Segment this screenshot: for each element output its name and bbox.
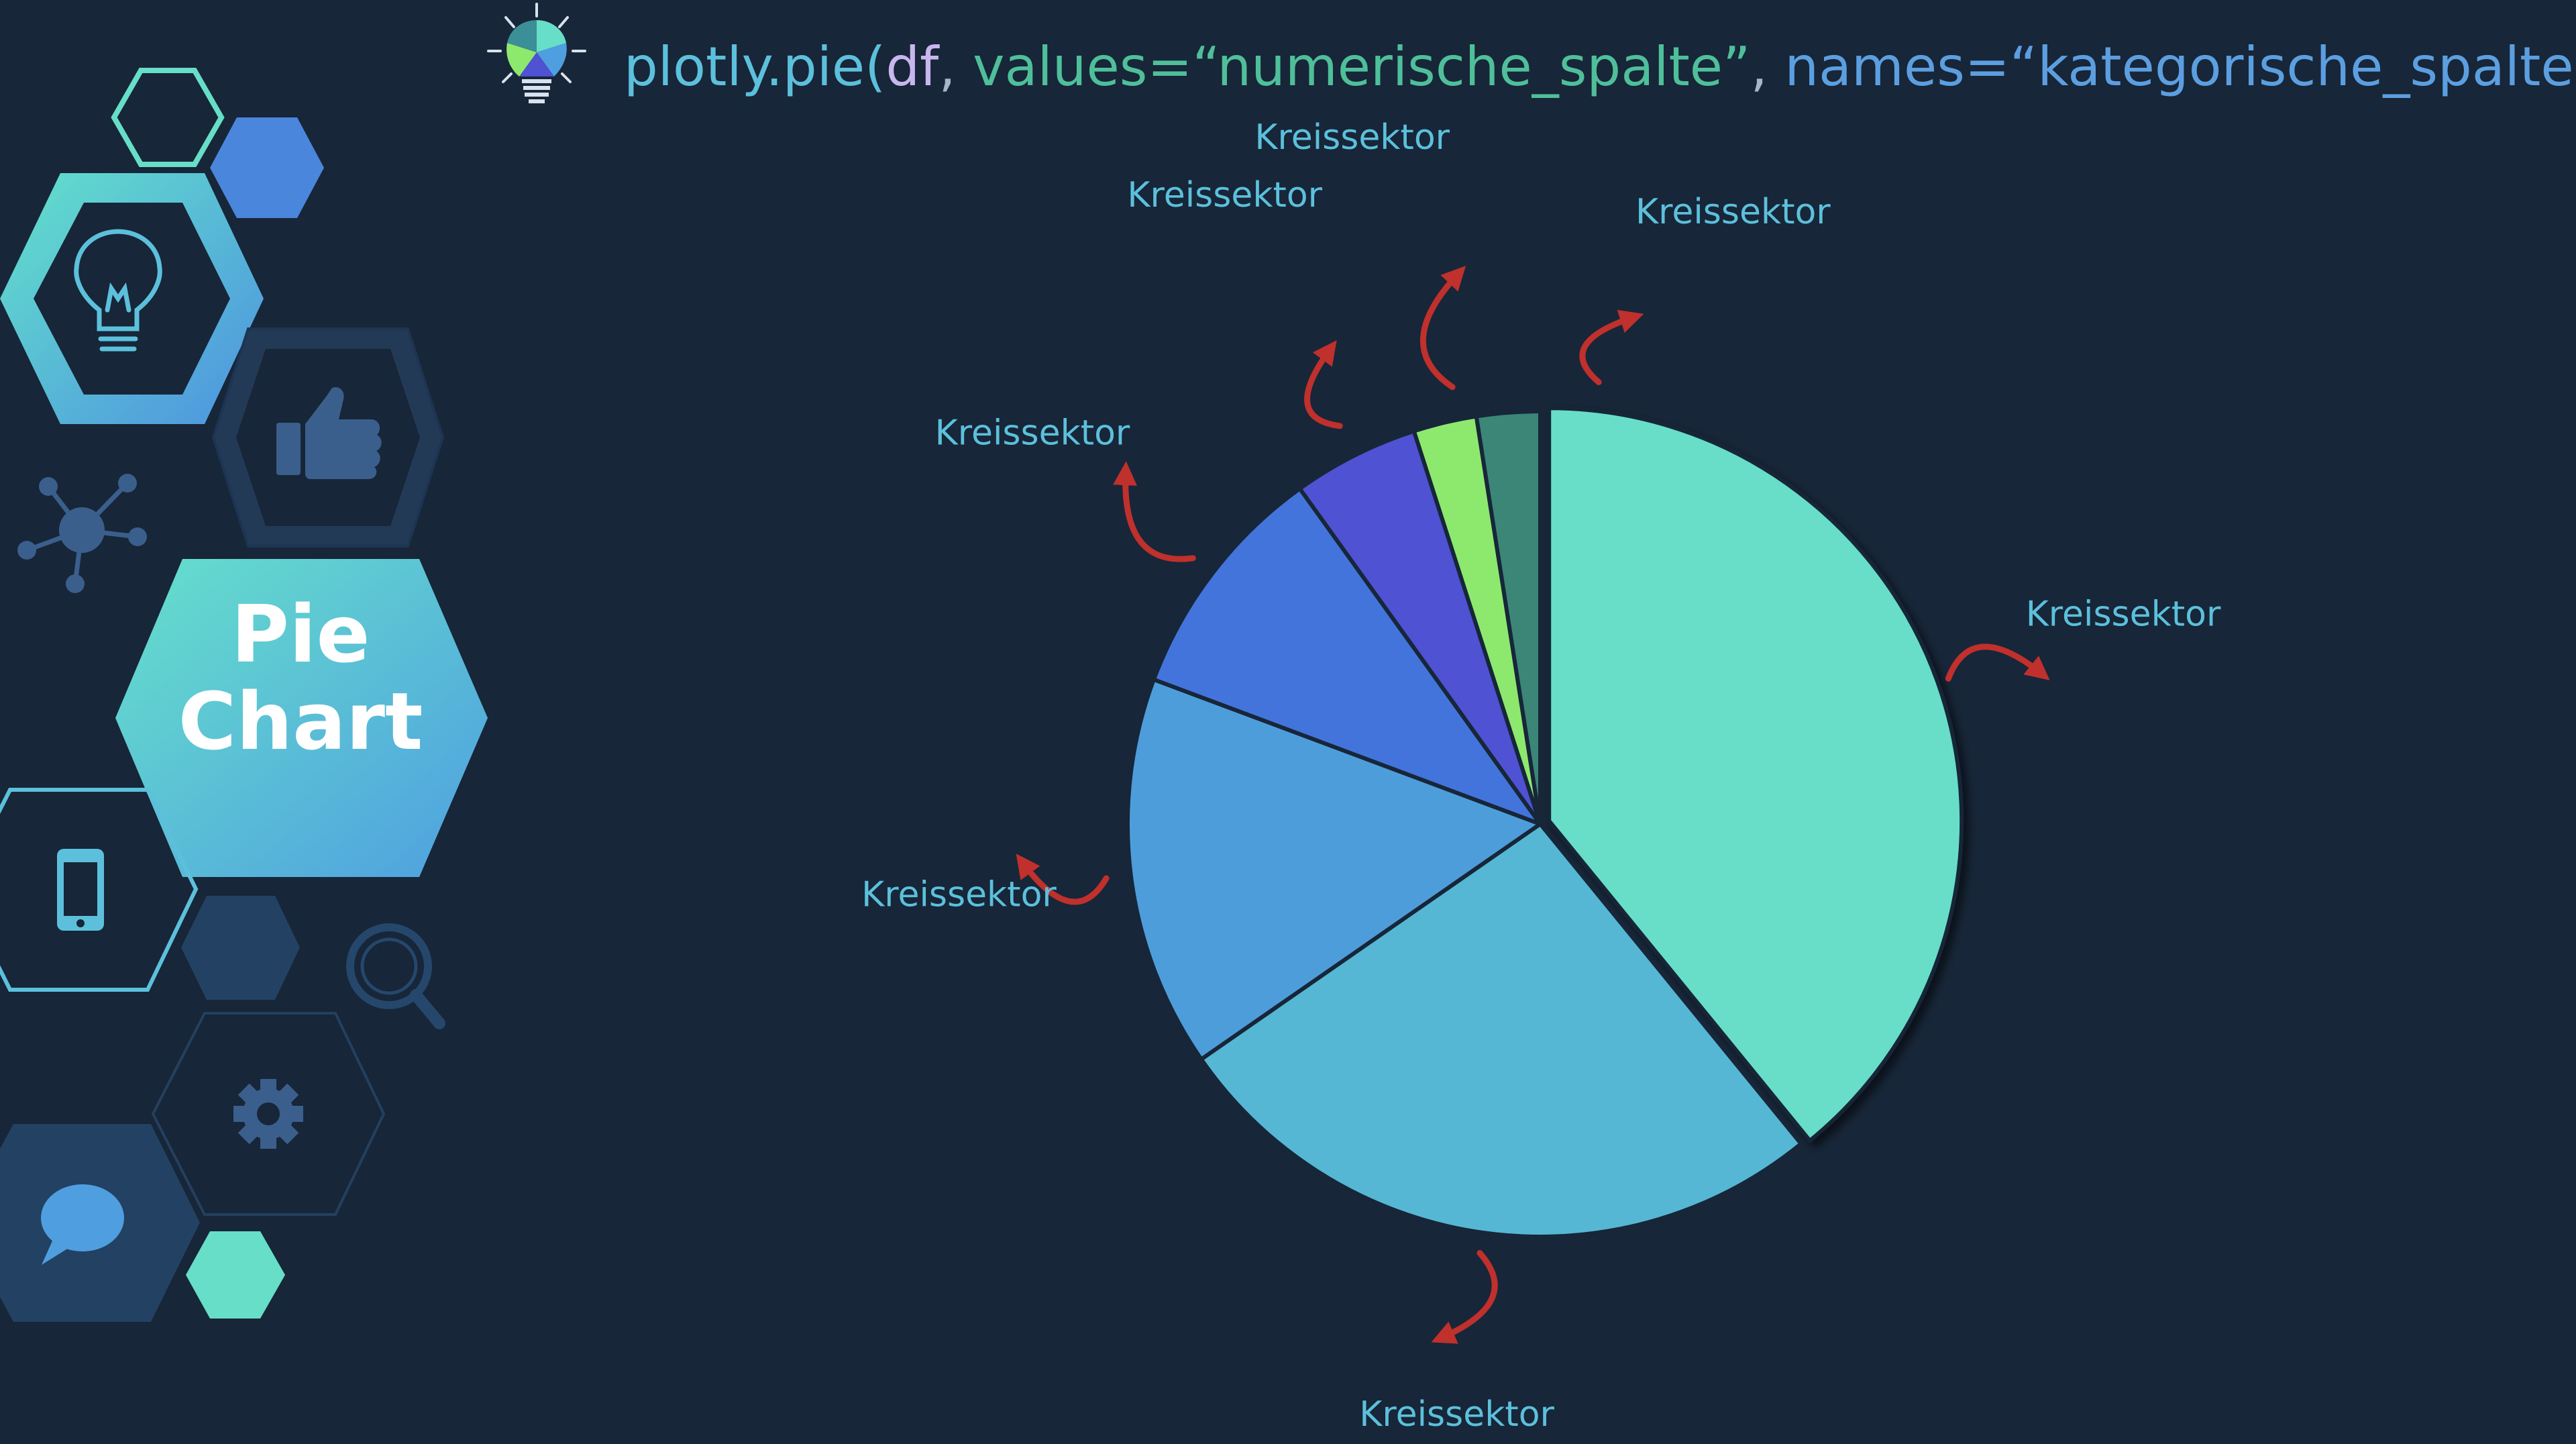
code-values-arg: values=“numerische_spalte” [973,36,1751,98]
hexagon-dark-small [181,896,300,1000]
hexagon-teal-small [186,1231,285,1319]
pie-slice-1 [1547,406,1964,1144]
slice-arrow-6 [1420,266,1466,391]
pie-slice-2 [1198,821,1804,1239]
slice-arrow-2 [1431,1249,1498,1344]
slice-label-7: Kreissektor [1635,192,1831,232]
magnifier-icon [346,923,445,1029]
pie-slice-5 [1297,428,1542,825]
hexagon-smartphone-frame [0,788,199,992]
code-df: df [885,36,939,98]
slice-label-1: Kreissektor [2026,594,2221,634]
hexagon-pie-chart-title [115,559,488,877]
gear-icon [233,1079,303,1149]
network-icon [17,474,147,593]
thumbs-up-icon [276,386,382,479]
slice-arrow-3 [1016,854,1110,905]
slice-label-5: Kreissektor [1127,175,1322,215]
slice-label-3: Kreissektor [861,874,1057,915]
code-func: plotly.pie( [624,36,886,98]
code-snippet: plotly.pie(df, values=“numerische_spalte… [624,27,2576,107]
code-sep-1: , [938,36,973,98]
pie-slice-7 [1474,409,1542,825]
code-names-arg: names=“kategorische_spalte”) [1784,36,2576,98]
hexagon-gear-frame [151,1012,386,1216]
slice-arrow-4 [1113,461,1196,562]
slice-arrow-5 [1304,340,1343,429]
hexagon-blue-small [210,117,324,218]
pie-slice-4 [1151,486,1546,829]
slice-label-6: Kreissektor [1254,117,1450,158]
slice-label-2: Kreissektor [1359,1394,1554,1435]
speech-bubble-icon [41,1184,124,1265]
hexagon-outline-small [111,68,225,167]
title-line-1: Pie [231,588,370,680]
slice-arrow-7 [1579,309,1644,386]
lightbulb-pie-icon [487,3,586,103]
smartphone-icon [57,849,104,931]
pie-chart-title: Pie Chart [119,590,482,765]
pie-slice-3 [1126,676,1545,1062]
code-sep-2: , [1750,36,1785,98]
lightbulb-icon [74,229,162,352]
hexagon-decoration-panel [0,68,488,1322]
slice-label-4: Kreissektor [935,413,1130,454]
slice-arrow-1 [1945,643,2050,682]
title-line-2: Chart [178,675,423,768]
